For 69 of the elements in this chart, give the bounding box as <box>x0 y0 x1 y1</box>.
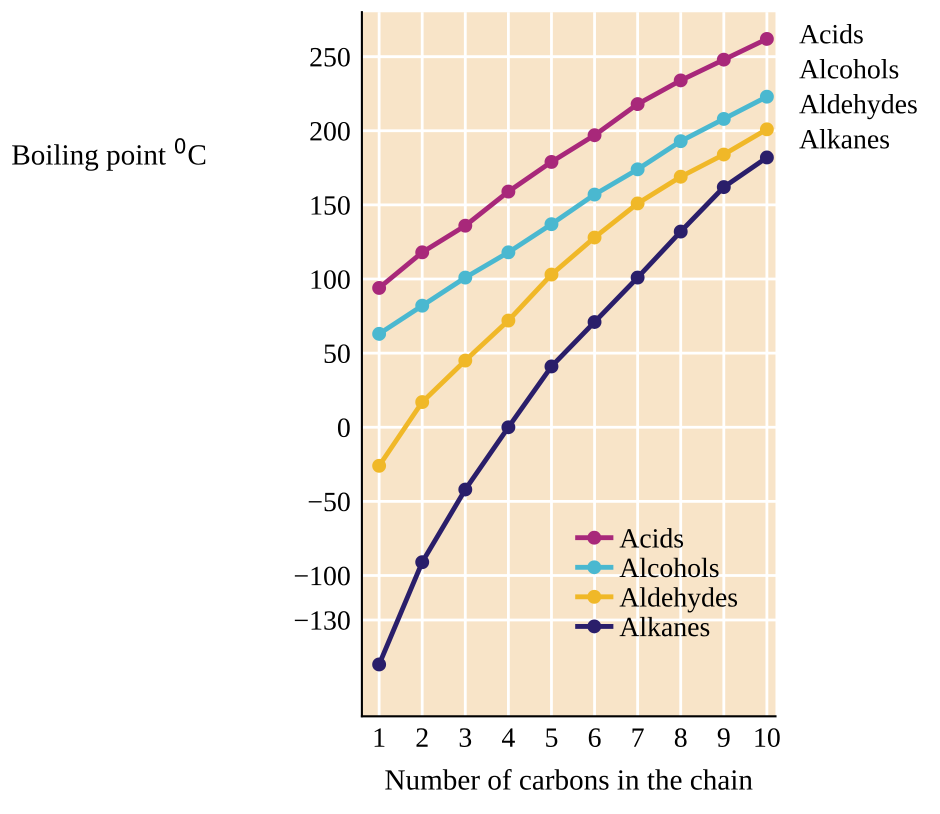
y-tick-label: 150 <box>312 196 350 215</box>
point <box>501 314 516 328</box>
y-tick-label: −100 <box>294 566 350 586</box>
text: Alcohols <box>799 59 898 79</box>
x-tick-label: 9 <box>718 728 730 747</box>
y-axis-title: Boiling point $^{0}$C <box>12 138 206 171</box>
point <box>674 224 688 239</box>
x-tick-label: 7 <box>632 728 644 747</box>
point <box>674 170 688 184</box>
point <box>501 184 516 199</box>
x-tick-label: 8 <box>674 728 687 747</box>
legend-label: Alkanes <box>620 616 710 636</box>
x-tick-label: 5 <box>546 728 558 747</box>
point <box>458 270 472 284</box>
point <box>674 134 688 148</box>
point <box>372 326 386 341</box>
point <box>716 52 731 67</box>
point <box>716 112 731 126</box>
legend-label: Alcohols <box>620 558 719 578</box>
x-axis-title: Number of carbons in the chain <box>385 768 753 790</box>
y-tick-label: 100 <box>312 270 350 289</box>
point <box>458 482 472 496</box>
x-tick-label: 6 <box>588 728 601 747</box>
point <box>415 395 430 410</box>
point <box>415 555 430 570</box>
y-tick-label: 0 <box>338 418 350 438</box>
point <box>544 217 558 232</box>
text: Alkanes <box>799 129 890 149</box>
x-tick-label: 2 <box>416 728 428 747</box>
point <box>501 245 516 260</box>
point <box>372 657 386 672</box>
point <box>760 150 774 164</box>
point <box>760 90 774 104</box>
y-tick-label: −50 <box>308 492 350 512</box>
point <box>415 245 430 260</box>
point <box>588 315 602 329</box>
point <box>630 97 645 112</box>
text: Acids <box>799 24 863 44</box>
point <box>458 218 472 233</box>
y-tick-label: 50 <box>324 344 350 364</box>
x-tick-label: 10 <box>755 728 780 747</box>
point <box>588 128 602 142</box>
point <box>415 298 430 313</box>
y-tick-label: 200 <box>310 122 350 141</box>
point <box>501 420 516 434</box>
legend-label: Acids <box>620 528 684 548</box>
point <box>588 188 602 202</box>
x-tick-label: 4 <box>502 728 515 747</box>
x-tick-label: 1 <box>374 728 384 747</box>
y-tick-label: 250 <box>310 48 350 67</box>
point <box>544 154 558 169</box>
point <box>760 122 774 136</box>
text: Aldehydes <box>799 94 917 120</box>
point <box>716 148 731 162</box>
point <box>630 270 645 284</box>
point <box>630 196 645 210</box>
point <box>588 230 602 244</box>
point <box>372 458 386 473</box>
legend-label: Aldehydes <box>620 587 738 613</box>
point <box>630 162 645 176</box>
x-tick-label: 3 <box>460 728 472 747</box>
point <box>716 180 731 194</box>
point <box>544 268 558 282</box>
y-tick-label: −130 <box>294 611 350 630</box>
point <box>760 32 774 46</box>
point <box>544 360 558 374</box>
point <box>372 280 386 295</box>
point <box>674 73 688 88</box>
point <box>458 354 472 368</box>
